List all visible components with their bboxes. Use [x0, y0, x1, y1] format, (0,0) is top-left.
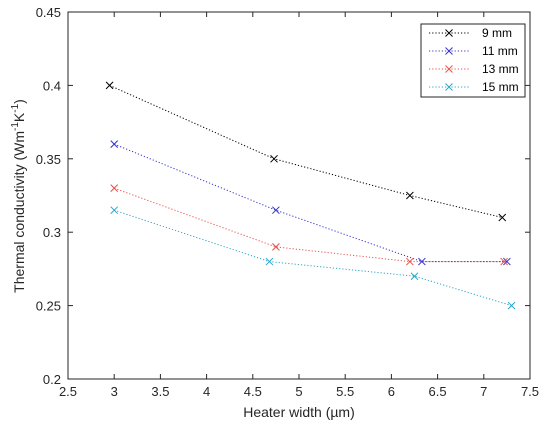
data-point-3-1 — [265, 257, 274, 266]
x-tick-label: 5.5 — [336, 384, 354, 399]
marker-stroke — [445, 29, 453, 37]
data-point-3-3 — [507, 301, 516, 310]
y-axis-title-main: Thermal conductivity (Wm — [11, 131, 27, 293]
marker-stroke — [503, 257, 511, 266]
marker-stroke — [265, 257, 274, 266]
data-point-1-0 — [110, 140, 119, 148]
x-tick-label: 6.5 — [429, 384, 447, 399]
legend-label-0: 9 mm — [482, 26, 512, 40]
data-point-2-1 — [272, 243, 280, 251]
marker-stroke — [110, 184, 119, 193]
marker-stroke — [406, 191, 414, 200]
data-point-0-3 — [498, 213, 507, 222]
data-point-3-2 — [410, 272, 419, 281]
data-point-0-1 — [270, 154, 278, 163]
x-tick-label: 4.5 — [244, 384, 262, 399]
marker-stroke — [507, 301, 516, 310]
series-line-0 — [109, 84, 503, 218]
x-tick-label: 3.5 — [151, 384, 169, 399]
legend-box — [420, 23, 526, 98]
y-tick-label: 0.3 — [43, 225, 61, 240]
marker-stroke — [410, 272, 419, 281]
x-tick-label: 6 — [388, 384, 395, 399]
marker-stroke — [418, 257, 426, 266]
y-tick-label: 0.25 — [36, 299, 61, 314]
x-axis: 2.5 3 3.5 4 4.5 5 5.5 6 6.5 7 7.5 — [59, 12, 539, 399]
series-line-1 — [114, 143, 507, 263]
marker-stroke — [406, 257, 414, 266]
legend-marker-1 — [445, 47, 453, 55]
data-point-3-0 — [110, 206, 119, 215]
x-axis-title: Heater width (µm) — [243, 404, 355, 420]
marker-stroke — [272, 243, 280, 251]
data-point-1-3 — [503, 257, 511, 266]
x-tick-label: 5 — [295, 384, 302, 399]
x-tick-label: 3 — [111, 384, 118, 399]
series-layer — [105, 81, 516, 310]
data-point-1-2 — [418, 257, 426, 266]
marker-stroke — [445, 83, 453, 91]
y-axis-title-sup2: -1 — [10, 103, 21, 112]
legend: 9 mm 11 mm 13 mm 15 mm — [420, 23, 526, 98]
legend-marker-3 — [445, 83, 453, 91]
marker-stroke — [110, 140, 119, 148]
x-tick-label: 7.5 — [521, 384, 539, 399]
y-tick-label: 0.2 — [43, 372, 61, 387]
y-axis-title-sup1: -1 — [10, 122, 21, 131]
data-point-2-0 — [110, 184, 119, 193]
legend-marker-2 — [445, 65, 453, 73]
y-tick-label: 0.4 — [43, 78, 61, 93]
legend-label-1: 11 mm — [482, 44, 518, 58]
marker-stroke — [445, 47, 453, 55]
y-axis-title-mid: K — [11, 112, 27, 122]
marker-stroke — [105, 81, 114, 90]
marker-stroke — [498, 213, 507, 222]
y-axis-title: Thermal conductivity (Wm-1K-1) — [10, 99, 27, 293]
data-point-0-2 — [406, 191, 414, 200]
data-point-2-3 — [500, 257, 508, 266]
data-point-0-0 — [105, 81, 114, 90]
data-point-2-2 — [406, 257, 414, 266]
marker-stroke — [272, 206, 280, 215]
marker-stroke — [270, 154, 278, 163]
marker-stroke — [110, 206, 119, 215]
legend-label-3: 15 mm — [482, 80, 519, 94]
y-axis: 0.2 0.25 0.3 0.35 0.4 0.45 — [36, 5, 530, 387]
data-point-1-1 — [272, 206, 280, 215]
marker-stroke — [445, 65, 453, 73]
x-tick-label: 4 — [203, 384, 210, 399]
x-tick-label: 2.5 — [59, 384, 77, 399]
legend-marker-0 — [445, 29, 453, 37]
marker-stroke — [500, 257, 508, 266]
x-tick-label: 7 — [480, 384, 487, 399]
y-tick-label: 0.35 — [36, 152, 61, 167]
legend-label-2: 13 mm — [482, 62, 519, 76]
y-axis-title-end: ) — [11, 99, 27, 104]
y-tick-label: 0.45 — [36, 5, 61, 20]
